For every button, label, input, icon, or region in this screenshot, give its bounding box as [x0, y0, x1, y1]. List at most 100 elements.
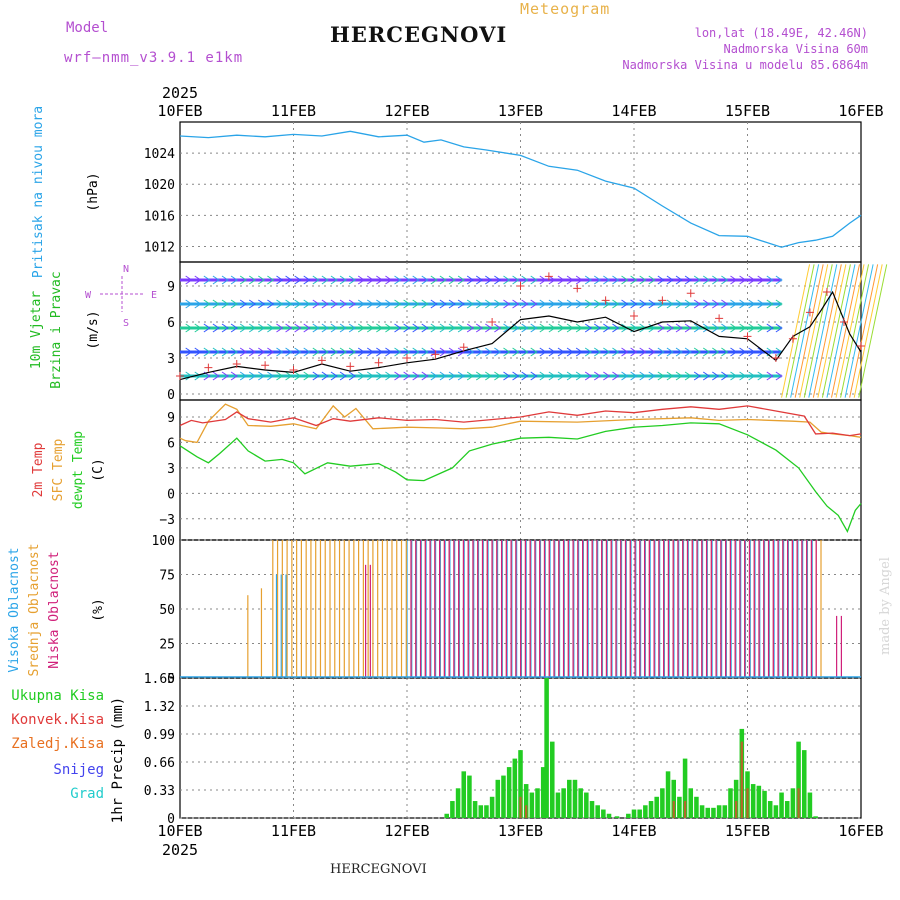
x-tick-label-top: 11FEB [271, 102, 316, 120]
wind-barb [248, 299, 257, 309]
wind-barb [503, 371, 511, 381]
wind-barb [430, 323, 438, 333]
pressure-unit-label: (hPa) [86, 172, 101, 211]
wind-barb [503, 323, 511, 333]
wind-barb [712, 299, 720, 309]
wind-gust-marker [805, 308, 814, 317]
wind-barb [584, 371, 593, 381]
wind-barb [321, 275, 329, 285]
wind-barb [276, 347, 284, 357]
wind-barb [512, 347, 520, 357]
wind-barb [494, 299, 502, 309]
wind-barb [757, 323, 765, 333]
wind-barb [621, 347, 629, 357]
precip-bar [550, 741, 555, 818]
wind-barb [566, 299, 574, 309]
precip-bar [523, 784, 529, 818]
compass-cross [100, 276, 144, 312]
x-tick-label-top: 13FEB [498, 102, 543, 120]
wind-barb [185, 347, 193, 357]
convective-precip-bar [519, 796, 522, 818]
wind-barb [503, 299, 511, 309]
wind-barb [630, 347, 638, 357]
precip-bar [767, 801, 773, 818]
wind-barb [348, 299, 357, 309]
wind-barb [412, 371, 420, 381]
meteogram-title: Meteogram [520, 0, 611, 18]
wind-barb [285, 371, 293, 381]
precip-bar [722, 805, 728, 818]
precip-bar [643, 805, 648, 818]
wind-barb [503, 347, 511, 357]
wind-barb [475, 275, 484, 285]
wind-barb [303, 347, 311, 357]
wind-gust-marker [232, 360, 241, 368]
y-tick-label: −3 [159, 513, 175, 528]
precip-bar [589, 801, 595, 818]
convective-precip-bar [740, 741, 743, 818]
precip-bar [540, 767, 546, 818]
precip-bar [711, 807, 716, 818]
wind-barb [403, 347, 411, 357]
compass-west: W [85, 290, 92, 301]
wind-barb [303, 371, 311, 381]
wind-barb [203, 323, 211, 333]
precip-bar [606, 813, 612, 818]
wind-barb [702, 299, 711, 309]
wind-gust-marker [403, 354, 411, 362]
wind-barb [412, 347, 420, 357]
x-tick-label-top: 12FEB [384, 102, 429, 120]
wind-barb [485, 323, 493, 333]
wind-barb [439, 275, 447, 285]
wind-barb [712, 371, 720, 381]
wind-barb [385, 347, 393, 357]
lonlat-label: lon,lat (18.49E, 42.46N) [694, 26, 868, 40]
wind-barb [239, 323, 248, 333]
wind-barb [212, 299, 220, 309]
high-cloud-axis-label: Visoka Oblacnost [7, 547, 22, 672]
wind-barb [421, 299, 429, 309]
wind-barb [494, 323, 502, 333]
wind-barb [203, 347, 211, 357]
precip-bar [461, 771, 467, 818]
x-tick-label-bottom: 14FEB [611, 822, 656, 840]
precip-bar [665, 771, 671, 818]
x-tick-label-top: 16FEB [838, 102, 883, 120]
wind-gust-marker [176, 372, 184, 380]
wind-barb [775, 275, 783, 285]
precip-bar [728, 788, 733, 818]
wind-barb [684, 299, 692, 309]
y-tick-label: 9 [167, 411, 175, 426]
wind-barb [639, 347, 647, 357]
wind-barb [258, 299, 266, 309]
wind-barb [712, 323, 720, 333]
precip-bar [705, 807, 711, 818]
wind-streak [803, 264, 833, 398]
wind-barb [403, 275, 411, 285]
precip-bar [535, 788, 540, 818]
wind-barb [539, 275, 547, 285]
wind-gust-marker [839, 318, 848, 326]
wind-barb [748, 347, 756, 357]
precip-legend-1: Konvek.Kisa [11, 712, 104, 728]
wind-barb [194, 371, 202, 381]
wind-barb [385, 299, 393, 309]
wind-barb [321, 371, 329, 381]
wind-barb [394, 275, 402, 285]
wind-speed-line [179, 290, 862, 381]
wind-barb [748, 299, 756, 309]
x-tick-label-top: 14FEB [611, 102, 656, 120]
wind-barb [312, 347, 320, 357]
wind-barb [258, 371, 266, 381]
wind-barb [421, 323, 429, 333]
precip-bar [495, 779, 501, 818]
dewpt-axis-label: dewpt Temp [71, 431, 86, 509]
wind-barb [339, 275, 347, 285]
wind-gust-marker [317, 356, 326, 365]
wind-barb [675, 299, 683, 309]
wind-barb [258, 323, 266, 333]
wind-barb [339, 299, 347, 309]
wind-barb [557, 275, 565, 285]
wind-barb [330, 371, 338, 381]
wind-barb [593, 275, 602, 285]
